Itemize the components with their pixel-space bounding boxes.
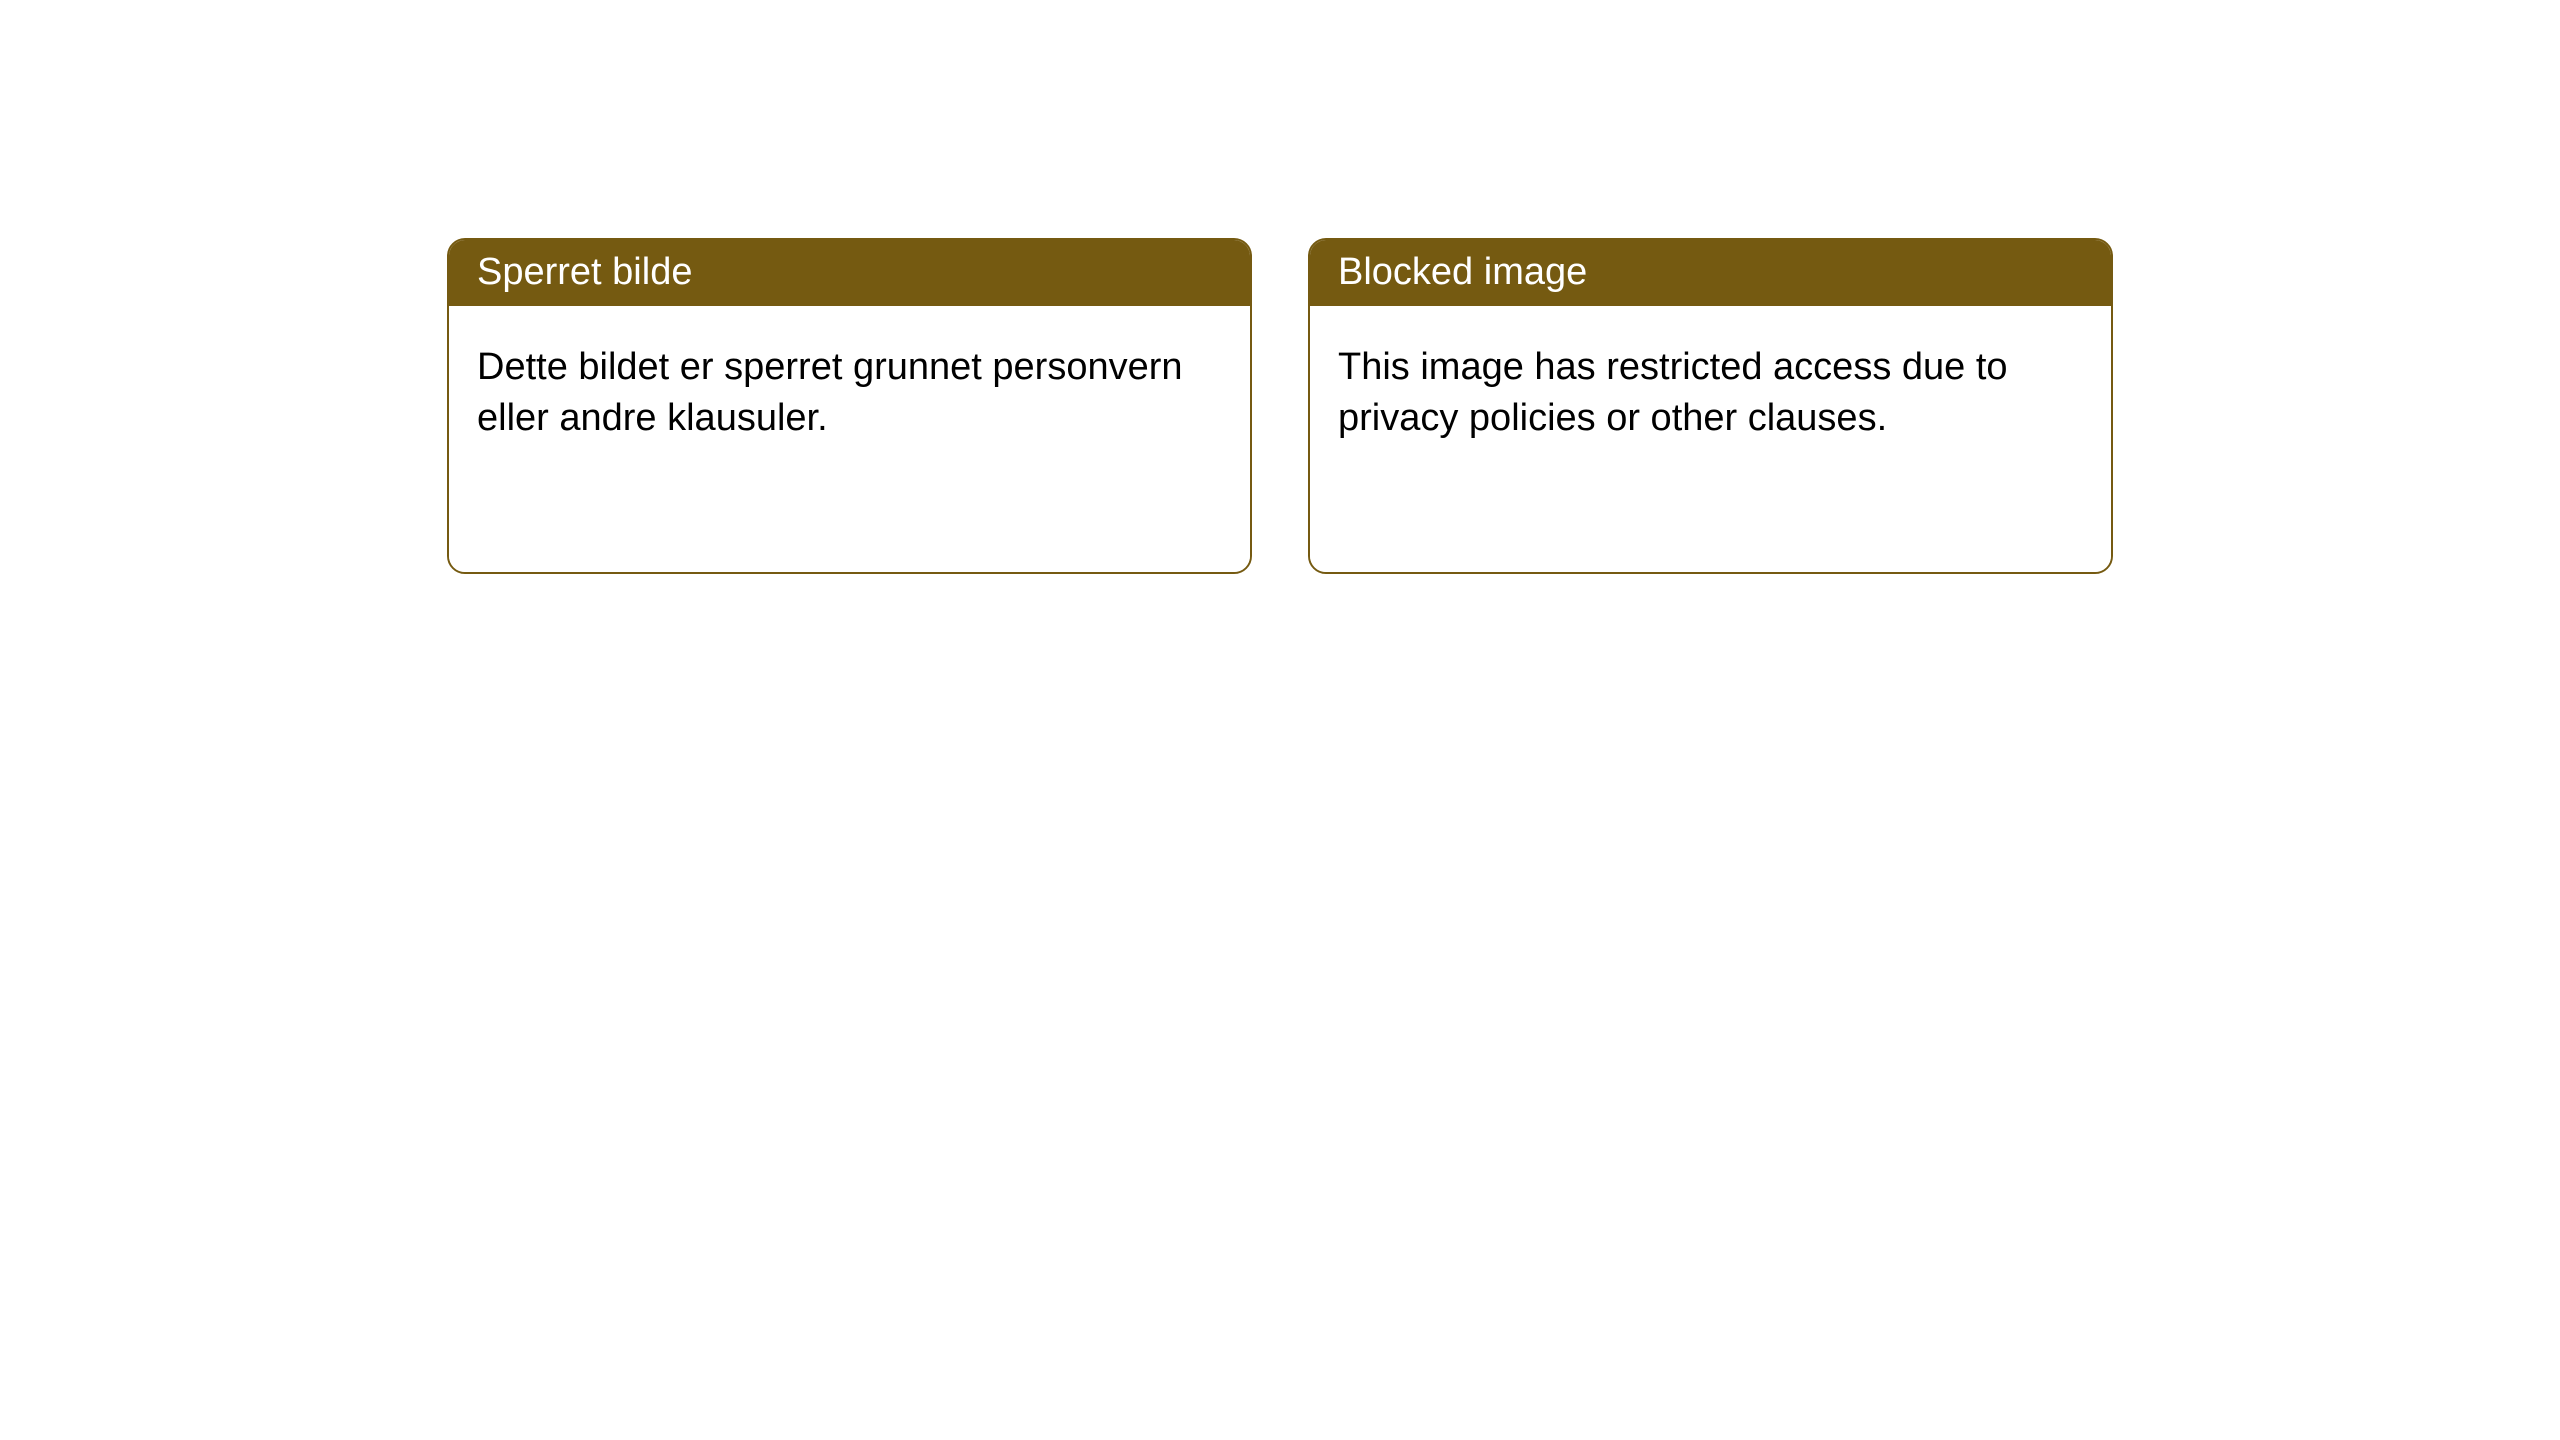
notice-body-norwegian: Dette bildet er sperret grunnet personve…	[449, 306, 1250, 572]
notice-title-norwegian: Sperret bilde	[449, 240, 1250, 306]
notice-body-english: This image has restricted access due to …	[1310, 306, 2111, 572]
notice-container: Sperret bilde Dette bildet er sperret gr…	[447, 238, 2113, 574]
notice-card-norwegian: Sperret bilde Dette bildet er sperret gr…	[447, 238, 1252, 574]
notice-card-english: Blocked image This image has restricted …	[1308, 238, 2113, 574]
notice-title-english: Blocked image	[1310, 240, 2111, 306]
